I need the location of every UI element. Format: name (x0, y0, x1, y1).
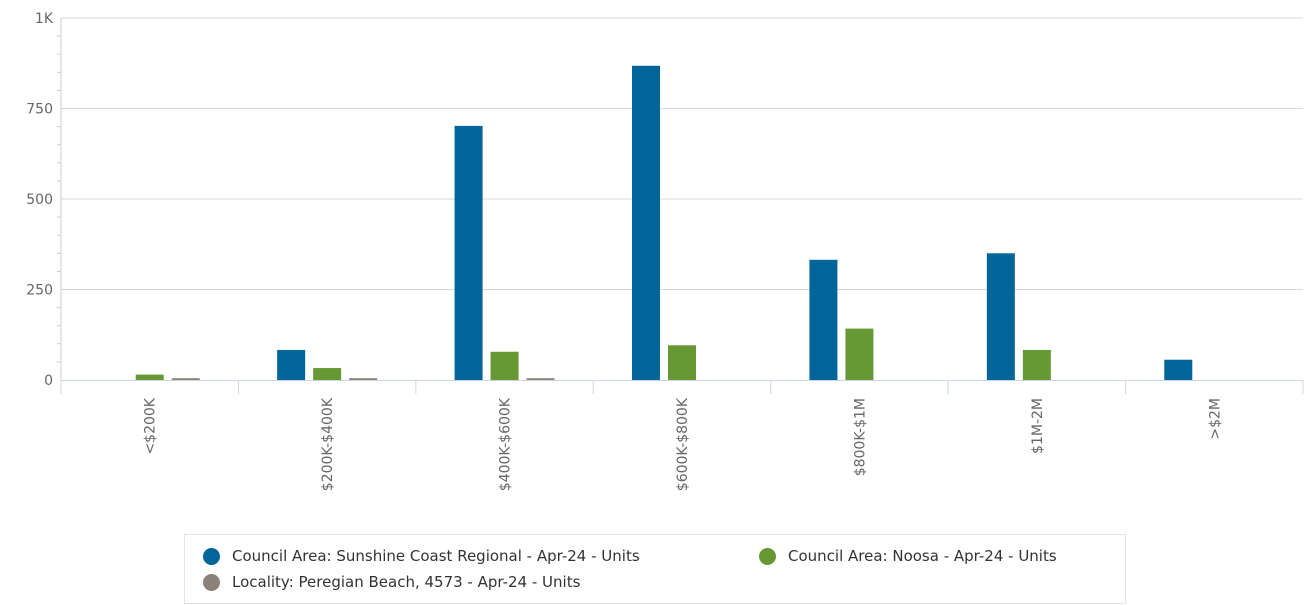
bar-series-2-cat-4[interactable] (668, 345, 696, 380)
y-tick-label: 1K (35, 11, 54, 27)
legend-label: Council Area: Noosa - Apr-24 - Units (788, 547, 1057, 565)
legend-label: Council Area: Sunshine Coast Regional - … (232, 547, 640, 565)
legend-item-sunshine-coast[interactable]: Council Area: Sunshine Coast Regional - … (203, 547, 640, 565)
y-tick-label: 250 (26, 283, 53, 299)
x-tick-label: $800K-$1M (852, 398, 868, 476)
bar-series-1-cat-7[interactable] (1164, 359, 1193, 380)
y-axis: 0 250 500 750 1K (26, 11, 62, 389)
bar-series-1-cat-2[interactable] (277, 349, 306, 380)
x-tick-label: >$2M (1207, 398, 1223, 440)
gridlines (61, 17, 1303, 290)
bar-series-2-cat-2[interactable] (313, 368, 342, 380)
legend-item-peregian-beach[interactable]: Locality: Peregian Beach, 4573 - Apr-24 … (203, 573, 580, 591)
bar-series-2-cat-1[interactable] (135, 374, 164, 380)
bar-series-2-cat-5[interactable] (845, 328, 874, 380)
x-tick-label: <$200K (143, 397, 159, 454)
bar-series-3-cat-2[interactable] (349, 378, 378, 380)
legend: Council Area: Sunshine Coast Regional - … (184, 534, 1126, 604)
x-axis: <$200K $200K-$400K $400K-$600K $600K-$800K $… (60, 380, 1304, 491)
legend-swatch-icon (203, 573, 220, 591)
legend-item-noosa[interactable]: Council Area: Noosa - Apr-24 - Units (759, 547, 1057, 565)
bar-series-2-cat-3[interactable] (490, 351, 519, 380)
bar-chart: 0 250 500 750 1K <$200K $200K-$400K $400K-$600… (26, 11, 1304, 491)
y-tick-label: 750 (26, 102, 53, 118)
legend-swatch-icon (759, 547, 776, 565)
x-tick-label: $1M-2M (1030, 398, 1046, 454)
legend-swatch-icon (203, 547, 220, 565)
y-tick-label: 500 (26, 192, 53, 208)
bar-series-1-cat-6[interactable] (986, 253, 1015, 380)
y-tick-label: 0 (44, 373, 53, 389)
bars (135, 65, 1193, 380)
bar-series-3-cat-1[interactable] (171, 378, 200, 380)
x-tick-label: $400K-$600K (498, 397, 514, 491)
bar-series-1-cat-5[interactable] (809, 259, 838, 380)
bar-series-2-cat-6[interactable] (1022, 349, 1051, 380)
x-tick-label: $200K-$400K (320, 397, 336, 491)
bar-series-3-cat-3[interactable] (526, 378, 555, 380)
bar-series-1-cat-3[interactable] (454, 125, 483, 380)
x-tick-label: $600K-$800K (675, 397, 691, 491)
legend-label: Locality: Peregian Beach, 4573 - Apr-24 … (232, 573, 581, 591)
bar-series-1-cat-4[interactable] (632, 65, 660, 380)
